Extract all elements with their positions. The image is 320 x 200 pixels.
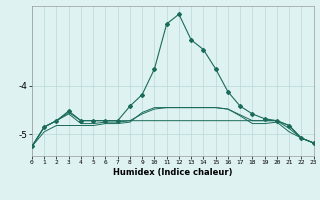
X-axis label: Humidex (Indice chaleur): Humidex (Indice chaleur) bbox=[113, 168, 233, 177]
